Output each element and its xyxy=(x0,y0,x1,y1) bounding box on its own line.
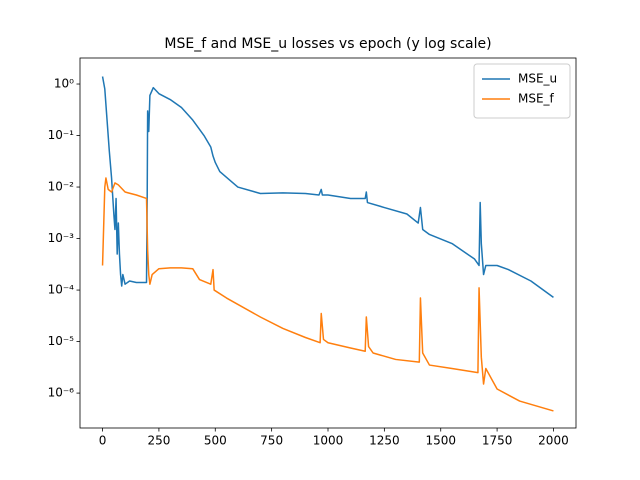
x-tick-label: 1250 xyxy=(369,434,400,448)
y-tick-label: 10⁰ xyxy=(54,77,74,91)
y-tick-label: 10⁻⁴ xyxy=(48,283,75,297)
chart-title: MSE_f and MSE_u losses vs epoch (y log s… xyxy=(164,36,491,52)
plot-frame xyxy=(79,57,577,429)
legend-box xyxy=(473,63,571,119)
x-tick-label: 1000 xyxy=(313,434,344,448)
line xyxy=(101,177,554,412)
y-tick-label: 10⁻⁶ xyxy=(48,386,75,400)
x-tick-label: 1750 xyxy=(482,434,513,448)
legend-label: MSE_f xyxy=(518,92,555,106)
y-tick-label: 10⁻¹ xyxy=(48,128,75,142)
x-tick-label: 500 xyxy=(204,434,227,448)
x-tick-label: 1500 xyxy=(425,434,456,448)
x-tick-label: 0 xyxy=(99,434,107,448)
x-tick-label: 2000 xyxy=(538,434,569,448)
x-tick-label: 750 xyxy=(260,434,283,448)
y-tick-label: 10⁻² xyxy=(48,180,75,194)
x-tick-label: 250 xyxy=(147,434,170,448)
y-tick-label: 10⁻³ xyxy=(48,231,75,245)
legend-label: MSE_u xyxy=(518,72,557,86)
line xyxy=(101,76,554,299)
y-tick-label: 10⁻⁵ xyxy=(48,334,75,348)
